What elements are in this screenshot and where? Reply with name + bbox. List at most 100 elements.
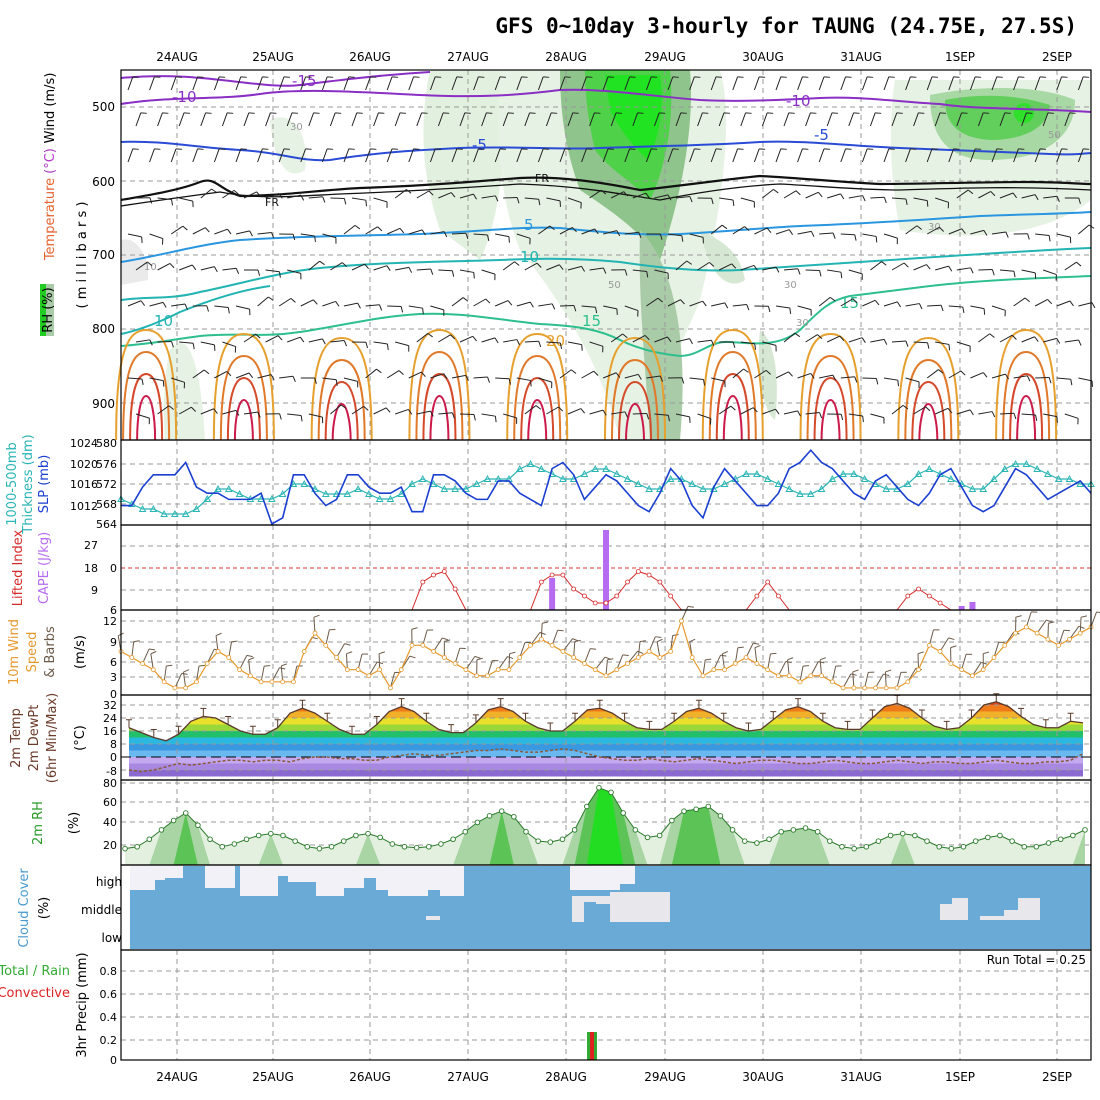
wind-barb [948,76,955,91]
wind-barb-feather [1056,196,1060,203]
wind-barb [495,233,510,238]
temp-diurnal-contour [122,350,171,441]
wind-barb-feather [256,191,261,197]
wind-barb-feather [314,377,317,384]
wind-barb-feather [927,342,930,349]
wind-barb-feather [896,301,902,308]
wind-barb-feather [462,297,469,302]
wind-barb-feather [817,334,823,340]
temp-ticks: 32 24 16 8 0 -8 [103,699,117,778]
rh-point [814,829,821,835]
lifted-index-point [776,593,781,599]
wind-barb [287,194,301,199]
wind-barb-feather [1024,297,1031,303]
slp-tick: 1024 [70,437,98,450]
cape-tick: 18 [84,562,98,575]
wind10-barb [648,636,656,652]
wind-barb [797,372,812,379]
thickness-point [903,479,912,487]
wind10-barb [150,653,154,670]
wind-barb-feather [711,340,715,347]
wind10-barb [734,647,739,664]
wind-barb [321,148,328,163]
thickness-point [203,494,212,502]
wind10-point [1067,636,1072,642]
wind10-barb [433,637,443,652]
wind10-barb [864,672,869,689]
wind-barb [1056,300,1071,307]
wind-barb [783,190,797,199]
wind10-point [1023,624,1029,630]
thickness-point [515,464,524,472]
rh-point [401,844,408,850]
wind-barb-feather [622,333,628,339]
wind-barb-feather [551,303,556,310]
wind-barb [775,76,782,91]
wind-barb [524,405,537,415]
wind-barb [516,233,531,239]
wind-barb [978,411,993,415]
wind-barb-feather [530,380,532,387]
wind-barb [322,233,337,239]
wind10-barb-feather [917,651,924,655]
wind-barb [481,112,487,127]
wind-barb [559,76,566,91]
rh-point [426,844,432,850]
temp-diurnal-contour [820,398,841,441]
rh-point [438,841,444,847]
wind10-barb-feather [590,648,597,650]
wind10-barb-feather [737,646,744,649]
wind-barb [386,76,393,91]
wind-barb-feather [925,406,931,412]
wind-barb [926,226,940,235]
thickness-point [1054,474,1063,482]
wind10-point [528,642,533,648]
wind-barb [192,76,199,91]
thickness-point [375,494,384,502]
thickness-line [120,463,1091,515]
wind-barb [1034,76,1041,91]
wind-barb-feather [916,225,922,230]
axis-label-wind10: 10m Wind [7,619,22,685]
wind-barb [624,231,639,235]
thickness-point [526,459,535,467]
wind-barb [1077,148,1084,163]
wind-barb [603,305,617,310]
wind-barb [538,303,553,307]
rh-point [802,825,809,831]
wind-barb [1056,377,1071,380]
thickness-point [796,489,804,497]
wind-barb [265,192,280,199]
wind10-barb-feather [948,637,955,641]
wind10-barb [422,629,428,646]
wind-barb [567,265,582,271]
wind-barb [221,112,228,127]
wind-barb-feather [615,372,621,378]
wind10-barb-feather [442,637,449,641]
wind-barb [646,297,659,307]
wind-barb [200,112,207,127]
wind-barb-feather [354,224,361,230]
wind-barb [149,301,164,307]
rh-point [972,838,979,844]
wind10-barb [939,637,950,652]
wind10-barb-feather [281,663,288,667]
wind10-barb [239,655,248,670]
wind-barb [818,296,831,307]
wind10-barb-feather [687,605,694,608]
wind-barb [1077,76,1084,91]
wind-barb [481,269,496,275]
thickness-point [214,484,222,492]
wind10-point [786,673,792,679]
wind-barb-feather [538,199,541,206]
rh-point [353,832,359,839]
rh-point [377,834,383,841]
wind10-barb-feather [183,669,190,673]
rh-tick: 80 [103,777,117,790]
wind10-barb-feather [754,644,761,649]
lifted-index-point [625,579,630,585]
temp-diurnal-contour [1016,394,1037,441]
temp-diurnal-contour [415,350,464,441]
wind10-barb-feather [672,634,679,637]
